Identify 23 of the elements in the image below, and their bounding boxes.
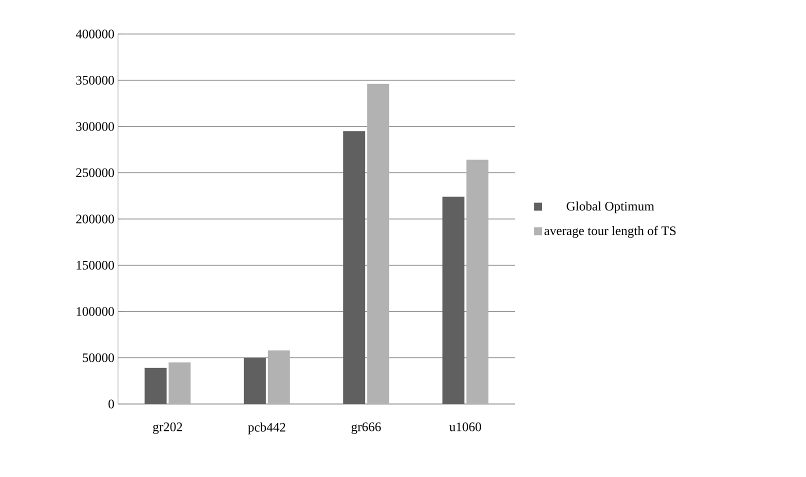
y-tick-label: 0 — [108, 400, 114, 408]
bar — [244, 358, 266, 404]
x-tick-label: u1060 — [449, 422, 482, 432]
x-tick-label: pcb442 — [248, 422, 286, 434]
y-tick-label: 50000 — [82, 353, 114, 362]
y-tick-label: 100000 — [76, 307, 114, 316]
bar — [466, 160, 488, 404]
bar — [144, 368, 167, 404]
bar — [343, 131, 366, 404]
y-tick-label: 200000 — [76, 214, 114, 224]
bar — [367, 84, 390, 404]
y-tick-label: 250000 — [76, 168, 114, 178]
bar — [268, 350, 290, 404]
y-tick-label: 350000 — [76, 76, 114, 85]
y-tick-label: 400000 — [76, 30, 114, 38]
bar — [442, 196, 464, 404]
x-tick-label: gr202 — [153, 422, 182, 434]
x-tick-label: gr666 — [352, 422, 381, 434]
y-tick-label: 150000 — [76, 260, 114, 270]
bar — [168, 362, 191, 404]
legend-label: average tour length of TS — [544, 226, 676, 238]
legend-label: Global Optimum — [566, 201, 654, 214]
y-tick-label: 300000 — [76, 122, 114, 131]
